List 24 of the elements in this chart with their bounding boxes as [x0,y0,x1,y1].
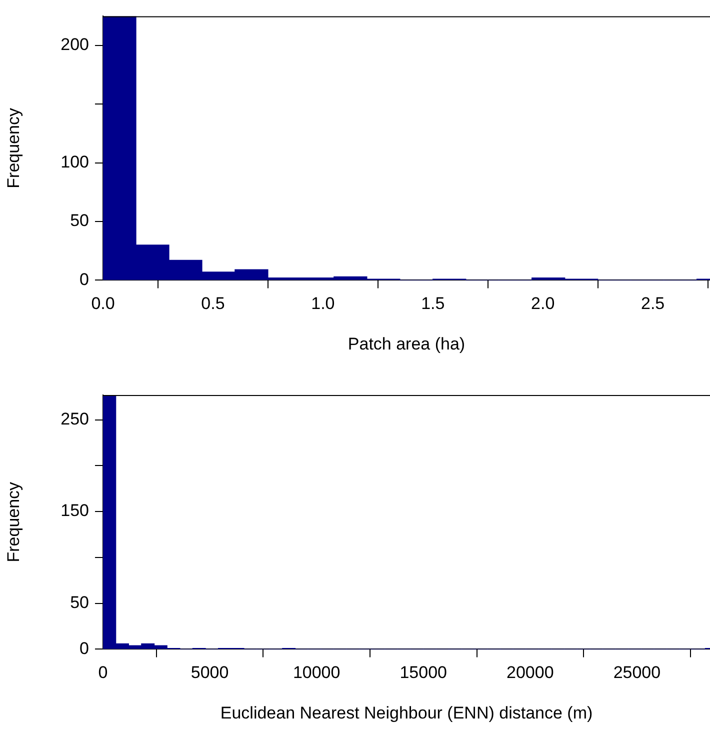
x-tick-label: 0 [98,663,108,682]
x-tick-label: 1.0 [311,294,335,314]
y-axis-title: Frequency [4,481,23,562]
y-axis-title: Frequency [4,108,23,188]
x-tick-label: 25000 [613,663,661,682]
x-tick-label: 1.5 [421,294,445,314]
y-tick-label: 100 [60,152,89,172]
y-tick-label: 50 [70,211,89,230]
x-tick-label: 0.0 [91,294,115,314]
y-tick-label: 250 [60,409,89,428]
x-tick-label: 0.5 [201,294,225,314]
x-axis-title: Euclidean Nearest Neighbour (ENN) distance (m) [220,703,593,722]
y-tick-label: 50 [70,593,89,612]
x-tick-label: 5000 [190,663,229,682]
x-tick-label: 10000 [292,663,340,682]
y-tick-label: 200 [60,35,89,54]
x-tick-label: 2.0 [531,294,555,314]
y-tick-label: 0 [80,270,89,289]
x-axis-title: Patch area (ha) [348,334,466,354]
y-tick-label: 150 [60,501,89,520]
x-tick-label: 2.5 [641,294,665,314]
x-tick-label: 15000 [400,663,448,682]
x-tick-label: 20000 [506,663,554,682]
y-tick-label: 0 [80,638,89,658]
